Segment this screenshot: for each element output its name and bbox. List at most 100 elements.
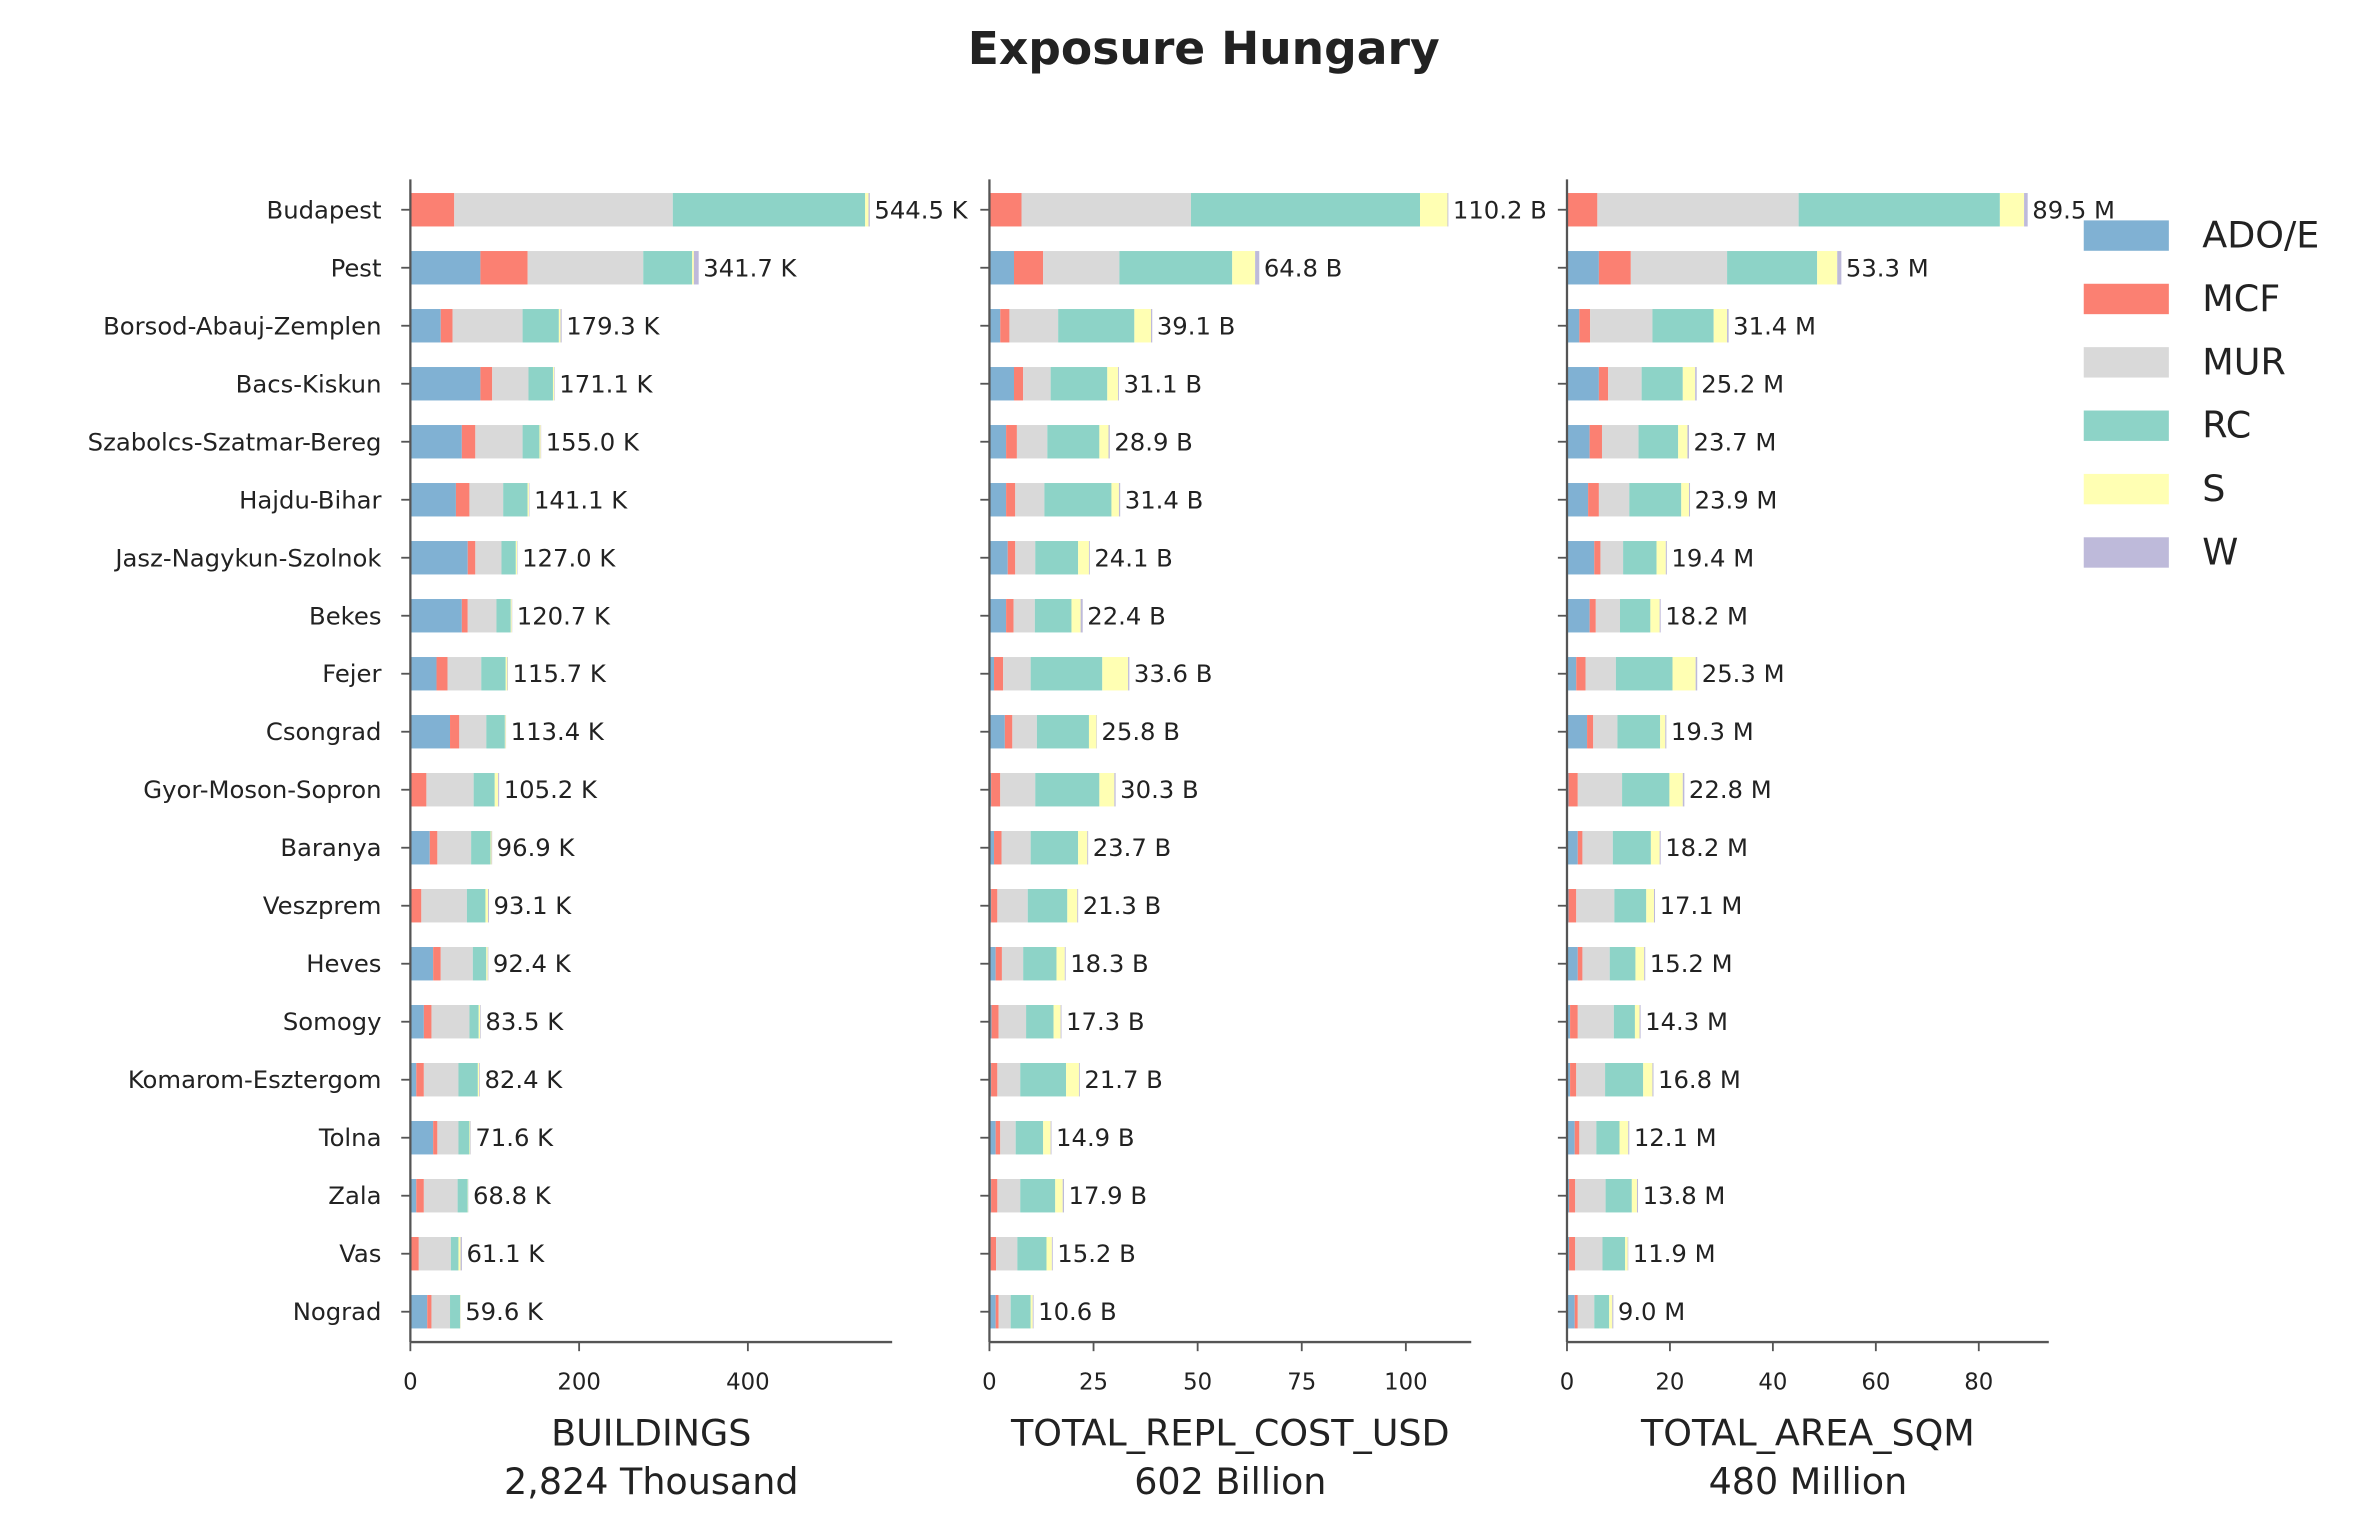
value-label: 31.4 B bbox=[1125, 485, 1204, 514]
bar-segment bbox=[466, 889, 486, 923]
bar-segment bbox=[1665, 715, 1667, 749]
bar-segment bbox=[475, 541, 502, 575]
value-label: 14.9 B bbox=[1056, 1123, 1135, 1152]
bar-segment bbox=[1566, 599, 1590, 633]
value-label: 25.2 M bbox=[1701, 369, 1784, 398]
bar-segment bbox=[426, 773, 474, 807]
bar-segment bbox=[1653, 889, 1656, 923]
y-tick-label: Vas bbox=[339, 1239, 381, 1268]
bar-segment bbox=[458, 1063, 478, 1097]
bar-segment bbox=[410, 483, 456, 517]
y-tick-label: Csongrad bbox=[266, 717, 382, 746]
bar-segment bbox=[1000, 1121, 1016, 1155]
x-axis-label: BUILDINGS bbox=[551, 1411, 751, 1454]
value-label: 21.3 B bbox=[1083, 891, 1162, 920]
bar-segment bbox=[437, 831, 472, 865]
bar-segment bbox=[496, 599, 511, 633]
bar-segment bbox=[1071, 599, 1081, 633]
value-label: 19.4 M bbox=[1671, 543, 1754, 572]
legend-label: MUR bbox=[2202, 340, 2286, 383]
bar-segment bbox=[1589, 425, 1602, 459]
bar-segment bbox=[1080, 599, 1083, 633]
bar-segment bbox=[989, 425, 1007, 459]
bar-segment bbox=[1046, 1236, 1052, 1271]
bar-segment bbox=[469, 483, 504, 517]
bar-segment bbox=[990, 1236, 997, 1271]
bar-segment bbox=[1051, 1236, 1053, 1271]
bar-segment bbox=[2024, 193, 2028, 227]
bar-segment bbox=[1004, 715, 1013, 749]
value-label: 39.1 B bbox=[1157, 311, 1236, 340]
value-label: 21.7 B bbox=[1084, 1065, 1163, 1094]
bar-segment bbox=[479, 1063, 480, 1097]
bar-segment bbox=[1582, 831, 1613, 865]
bar-segment bbox=[498, 773, 500, 807]
bar-segment bbox=[1099, 773, 1115, 807]
bar-segment bbox=[1574, 1121, 1580, 1155]
bar-segment bbox=[411, 889, 422, 923]
bar-segment bbox=[1605, 1178, 1632, 1213]
bar-segment bbox=[1099, 425, 1109, 459]
y-tick-label: Bacs-Kiskun bbox=[236, 369, 382, 398]
bar-segment bbox=[1023, 947, 1057, 981]
bar-segment bbox=[1594, 1294, 1610, 1329]
bar-segment bbox=[1681, 483, 1689, 517]
bar-segment bbox=[450, 715, 460, 749]
bar-segment bbox=[1232, 251, 1256, 285]
bar-segment bbox=[1622, 773, 1670, 807]
bar-segment bbox=[1566, 193, 1598, 227]
bar-segment bbox=[515, 541, 518, 575]
value-label: 141.1 K bbox=[534, 485, 628, 514]
value-label: 89.5 M bbox=[2032, 195, 2115, 224]
x-tick-label: 200 bbox=[557, 1370, 600, 1396]
bar-segment bbox=[1036, 715, 1089, 749]
bar-segment bbox=[1585, 657, 1616, 691]
bar-segment bbox=[1587, 715, 1594, 749]
bar-segment bbox=[1020, 1178, 1056, 1213]
x-axis-label-sub: 602 Billion bbox=[1134, 1460, 1326, 1503]
y-tick-label: Tolna bbox=[318, 1123, 382, 1152]
value-label: 11.9 M bbox=[1633, 1239, 1716, 1268]
value-label: 92.4 K bbox=[493, 949, 572, 978]
bar-segment bbox=[991, 889, 998, 923]
bar-segment bbox=[1108, 425, 1110, 459]
bar-segment bbox=[469, 1121, 471, 1155]
bar-segment bbox=[1817, 251, 1838, 285]
bar-segment bbox=[410, 715, 451, 749]
bar-segment bbox=[528, 367, 553, 401]
bar-segment bbox=[995, 1294, 999, 1329]
bar-segment bbox=[1600, 541, 1624, 575]
bar-segment bbox=[1612, 831, 1651, 865]
x-tick-label: 0 bbox=[1560, 1370, 1575, 1396]
value-label: 10.6 B bbox=[1038, 1297, 1117, 1326]
bar-segment bbox=[1643, 1063, 1653, 1097]
bar-segment bbox=[994, 657, 1004, 691]
bar-segment bbox=[989, 483, 1007, 517]
bar-segment bbox=[1420, 193, 1448, 227]
bar-segment bbox=[1577, 831, 1583, 865]
bar-segment bbox=[429, 831, 438, 865]
bar-segment bbox=[1566, 947, 1578, 981]
bar-segment bbox=[1598, 367, 1609, 401]
bar-segment bbox=[527, 483, 529, 517]
bar-segment bbox=[1000, 309, 1010, 343]
bar-segment bbox=[410, 831, 430, 865]
bar-segment bbox=[454, 193, 673, 227]
value-label: 17.3 B bbox=[1066, 1007, 1145, 1036]
bar-segment bbox=[1151, 309, 1153, 343]
bar-segment bbox=[672, 193, 866, 227]
bar-segment bbox=[991, 1063, 998, 1097]
bar-segment bbox=[1015, 483, 1045, 517]
y-tick-label: Komarom-Esztergom bbox=[128, 1065, 382, 1094]
bar-segment bbox=[1078, 831, 1088, 865]
y-tick-label: Baranya bbox=[280, 833, 381, 862]
y-tick-label: Somogy bbox=[283, 1007, 382, 1036]
bar-segment bbox=[1672, 657, 1696, 691]
value-label: 28.9 B bbox=[1114, 427, 1193, 456]
bar-segment bbox=[994, 831, 1002, 865]
bar-segment bbox=[450, 1294, 461, 1329]
value-label: 127.0 K bbox=[522, 543, 616, 572]
bar-segment bbox=[504, 715, 506, 749]
bar-segment bbox=[1001, 831, 1031, 865]
bar-segment bbox=[1058, 309, 1135, 343]
